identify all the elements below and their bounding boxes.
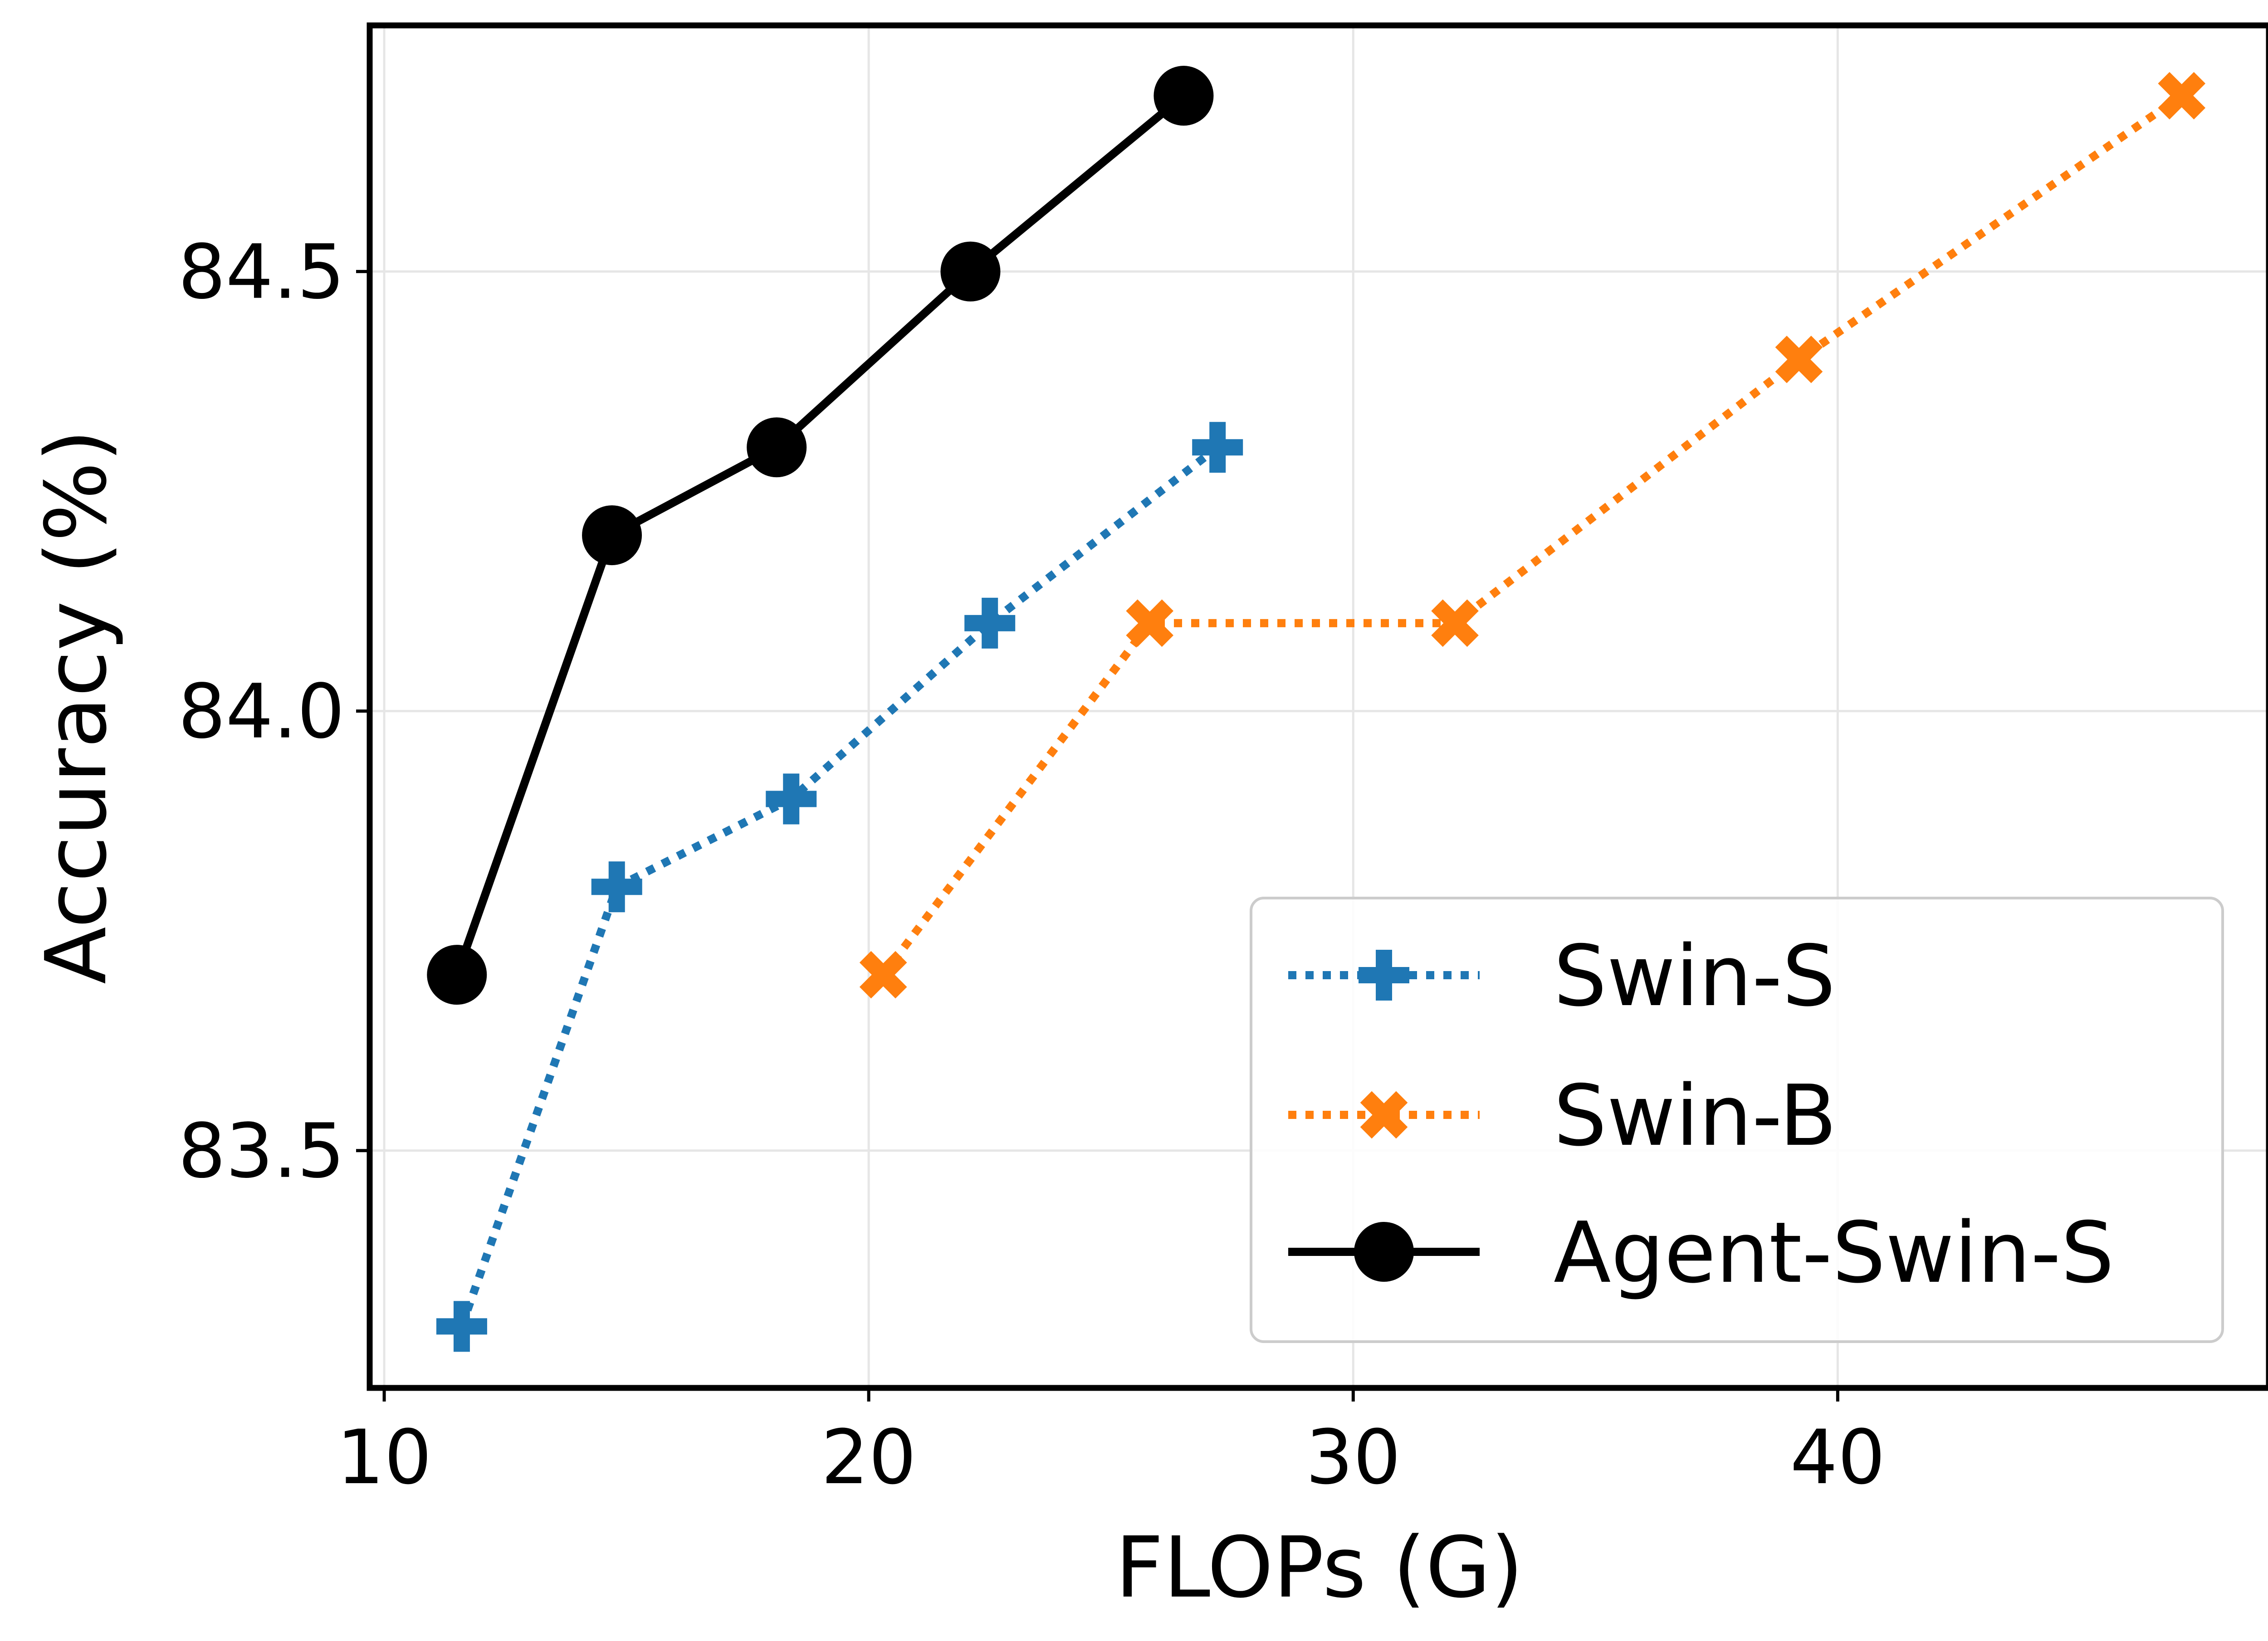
axis-ticks: 10 20 30 40 83.5 84.0 84.5 — [178, 229, 1886, 1501]
legend-label-swin-s: Swin-S — [1554, 927, 1836, 1025]
legend-item-agent-swin-s: Agent-Swin-S — [1288, 1204, 2114, 1302]
plot-frame — [367, 22, 2268, 1391]
data-point-swin-b-4 — [2158, 72, 2206, 120]
data-point-swin-b-3 — [1775, 336, 1823, 383]
data-point-swin-b-2 — [1431, 599, 1479, 647]
legend-label-agent-swin-s: Agent-Swin-S — [1554, 1204, 2114, 1302]
legend-item-swin-s: Swin-S — [1288, 927, 1836, 1025]
series-layer — [427, 66, 2206, 1352]
series-line-swin-b — [880, 92, 2184, 977]
legend-box — [1250, 897, 2224, 1343]
x-tick-label-0: 10 — [337, 1414, 432, 1501]
legend: Swin-S Swin-B Agent-Swin-S — [1250, 897, 2224, 1343]
data-point-swin-b-1 — [1126, 599, 1173, 647]
data-point-swin-s-4 — [1192, 422, 1243, 473]
data-point-swin-b-0 — [859, 951, 907, 999]
y-tick-label-2: 84.5 — [178, 229, 345, 316]
x-tick-label-2: 30 — [1305, 1414, 1401, 1501]
series-swin-b — [859, 72, 2206, 999]
x-axis-label: FLOPs (G) — [1115, 1519, 1524, 1617]
series-agent-swin-s — [427, 66, 1214, 1005]
legend-marker-swin-s — [1359, 950, 1409, 1001]
series-line-swin-s — [458, 444, 1220, 1328]
legend-item-swin-b: Swin-B — [1288, 1067, 1837, 1165]
data-point-swin-s-2 — [766, 773, 817, 825]
legend-marker-agent-swin-s — [1354, 1222, 1414, 1282]
data-point-swin-s-0 — [436, 1301, 487, 1352]
series-line-agent-swin-s — [453, 93, 1187, 977]
x-tick-label-3: 40 — [1790, 1414, 1885, 1501]
x-tick-label-1: 20 — [821, 1414, 916, 1501]
data-point-agent-swin-s-2 — [747, 417, 807, 478]
y-tick-label-1: 84.0 — [178, 668, 345, 755]
y-tick-label-0: 83.5 — [178, 1108, 345, 1195]
legend-label-swin-b: Swin-B — [1554, 1067, 1837, 1165]
y-axis-label: Accuracy (%) — [27, 429, 125, 984]
data-point-agent-swin-s-4 — [1154, 66, 1214, 126]
data-point-agent-swin-s-1 — [582, 505, 642, 566]
legend-marker-swin-b — [1360, 1091, 1408, 1139]
data-point-swin-s-3 — [964, 597, 1016, 649]
data-point-agent-swin-s-3 — [940, 241, 1001, 302]
data-point-agent-swin-s-0 — [427, 945, 487, 1005]
series-swin-s — [436, 422, 1243, 1352]
data-point-swin-s-1 — [591, 861, 642, 913]
